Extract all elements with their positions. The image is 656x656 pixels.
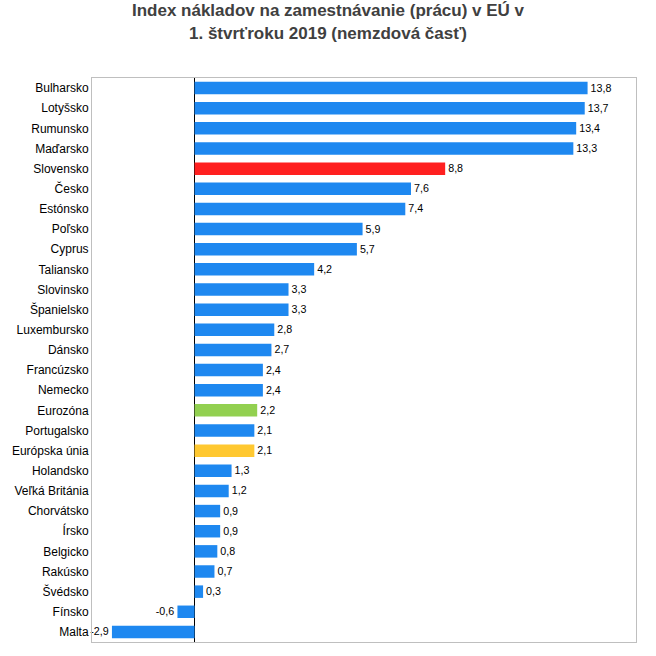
svg-text:2,2: 2,2 — [260, 404, 275, 416]
svg-text:1,3: 1,3 — [235, 464, 250, 476]
svg-text:8,8: 8,8 — [448, 162, 463, 174]
svg-text:2,4: 2,4 — [266, 384, 281, 396]
svg-text:13,7: 13,7 — [588, 102, 609, 114]
svg-text:-2,9: -2,9 — [90, 625, 108, 637]
svg-text:Slovensko: Slovensko — [33, 162, 89, 176]
svg-text:Portugalsko: Portugalsko — [25, 424, 89, 438]
svg-text:Poľsko: Poľsko — [52, 222, 89, 236]
svg-text:Dánsko: Dánsko — [48, 343, 89, 357]
svg-text:Švédsko: Švédsko — [43, 584, 89, 599]
svg-text:3,3: 3,3 — [292, 283, 307, 295]
svg-text:Írsko: Írsko — [63, 523, 89, 538]
svg-text:Chorvátsko: Chorvátsko — [28, 504, 89, 518]
svg-text:7,6: 7,6 — [414, 182, 429, 194]
svg-text:13,4: 13,4 — [579, 122, 600, 134]
svg-text:Taliansko: Taliansko — [39, 263, 89, 277]
svg-text:5,9: 5,9 — [366, 223, 381, 235]
svg-text:Cyprus: Cyprus — [51, 242, 89, 256]
svg-text:Rakúsko: Rakúsko — [42, 565, 89, 579]
svg-text:2,4: 2,4 — [266, 364, 281, 376]
svg-text:Bulharsko: Bulharsko — [35, 81, 89, 95]
svg-text:5,7: 5,7 — [360, 243, 375, 255]
svg-text:1,2: 1,2 — [232, 484, 247, 496]
svg-text:Francúzsko: Francúzsko — [27, 363, 89, 377]
svg-text:0,9: 0,9 — [223, 505, 238, 517]
svg-text:Veľká Británia: Veľká Británia — [14, 484, 89, 498]
svg-text:Maďarsko: Maďarsko — [35, 142, 89, 156]
svg-text:Slovinsko: Slovinsko — [37, 283, 89, 297]
svg-text:4,2: 4,2 — [317, 263, 332, 275]
svg-text:Eurozóna: Eurozóna — [37, 404, 89, 418]
svg-text:Malta: Malta — [59, 625, 89, 639]
svg-text:13,3: 13,3 — [576, 142, 597, 154]
svg-text:0,8: 0,8 — [220, 545, 235, 557]
svg-text:2,1: 2,1 — [257, 444, 272, 456]
svg-text:Nemecko: Nemecko — [38, 383, 89, 397]
svg-text:Estónsko: Estónsko — [39, 202, 89, 216]
svg-text:Luxembursko: Luxembursko — [17, 323, 89, 337]
svg-text:0,9: 0,9 — [223, 525, 238, 537]
svg-text:7,4: 7,4 — [408, 202, 423, 214]
svg-text:Index nákladov na zamestnávani: Index nákladov na zamestnávanie (prácu) … — [132, 1, 525, 42]
svg-text:13,8: 13,8 — [591, 82, 612, 94]
svg-text:-0,6: -0,6 — [156, 605, 174, 617]
svg-text:2,1: 2,1 — [257, 424, 272, 436]
svg-text:Belgicko: Belgicko — [43, 545, 89, 559]
svg-text:Česko: Česko — [55, 181, 89, 196]
svg-text:3,3: 3,3 — [292, 303, 307, 315]
svg-text:0,3: 0,3 — [206, 585, 221, 597]
svg-text:Lotyšsko: Lotyšsko — [41, 101, 89, 115]
svg-text:Rumunsko: Rumunsko — [31, 122, 89, 136]
svg-text:Európska únia: Európska únia — [12, 444, 89, 458]
svg-text:Španielsko: Španielsko — [30, 302, 89, 317]
svg-text:Fínsko: Fínsko — [53, 605, 89, 619]
svg-text:Holandsko: Holandsko — [32, 464, 89, 478]
svg-text:0,7: 0,7 — [217, 565, 232, 577]
svg-text:2,7: 2,7 — [274, 343, 289, 355]
svg-text:2,8: 2,8 — [277, 323, 292, 335]
